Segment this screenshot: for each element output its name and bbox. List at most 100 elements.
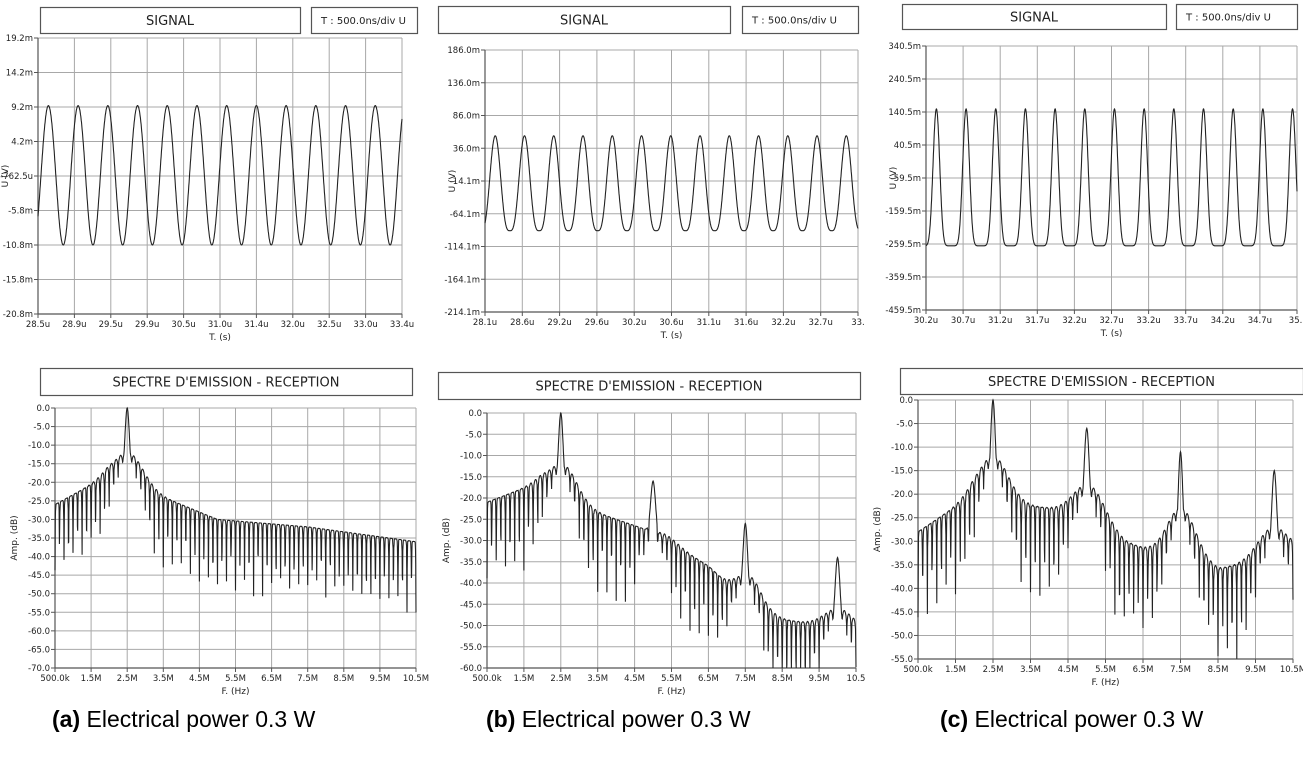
y-tick-label: -10.0 [28, 441, 50, 451]
x-tick-label: 500.0k [472, 674, 501, 684]
x-tick-label: 31.0u [208, 320, 232, 330]
y-tick-label: 140.5m [888, 108, 921, 118]
y-tick-label: -10.0 [891, 443, 913, 453]
caption-b-text: Electrical power 0.3 W [521, 706, 751, 732]
x-tick-label: 1.5M [945, 665, 966, 675]
x-tick-label: 8.5M [1208, 665, 1229, 675]
timebase-label: T : 500.0ns/div U [320, 16, 406, 27]
chart-svg: SPECTRE D'EMISSION - RECEPTION 0.0 -5.0 -10… [10, 367, 429, 697]
x-tick-label: 9.5M [369, 674, 390, 684]
x-tick-label: 32.2u [1062, 316, 1086, 326]
x-axis-label: T. (s) [208, 333, 231, 343]
data-trace [484, 135, 859, 232]
y-tick-label: -5.0 [33, 423, 50, 433]
y-tick-label: -25.0 [460, 515, 482, 525]
title-box [39, 367, 414, 397]
timebase-box [310, 6, 419, 35]
caption-a-text: Electrical power 0.3 W [86, 706, 316, 732]
x-tick-label: 8.5M [333, 674, 354, 684]
y-tick-label: -60.0 [28, 627, 50, 637]
x-tick-label: 33.2u [1136, 316, 1160, 326]
caption-c-text: Electrical power 0.3 W [974, 706, 1204, 732]
x-tick-label: 2.5M [117, 674, 138, 684]
y-tick-label: 136.0m [447, 79, 480, 89]
y-tick-label: -35.0 [891, 561, 913, 571]
x-tick-label: 9.5M [809, 674, 830, 684]
x-axis-label: F. (Hz) [222, 687, 250, 697]
x-tick-label: 29.2u [547, 318, 571, 328]
y-tick-label: -40.0 [460, 579, 482, 589]
x-tick-label: 7.5M [735, 674, 756, 684]
y-tick-label: -15.0 [460, 473, 482, 483]
y-tick-label: -5.0 [896, 420, 913, 430]
panel-a-signal: SIGNAL T : 500.0ns/div U 19.2m 14.2m 9.2m 4.2… [0, 0, 420, 345]
x-tick-label: 33.4u [390, 320, 414, 330]
y-tick-label: 86.0m [453, 112, 480, 122]
x-tick-label: 31.1u [697, 318, 721, 328]
chart-svg: SPECTRE D'EMISSION - RECEPTION 0.0 -5.0 -10… [437, 371, 865, 697]
y-tick-label: -35.0 [28, 534, 50, 544]
chart-title: SPECTRE D'EMISSION - RECEPTION [536, 380, 763, 395]
x-tick-label: 3.5M [587, 674, 608, 684]
x-tick-label: 9.5M [1245, 665, 1266, 675]
y-tick-label: 36.0m [453, 144, 480, 154]
x-axis-label: T. (s) [1100, 329, 1123, 339]
y-tick-label: 40.5m [894, 141, 921, 151]
y-tick-label: 240.5m [888, 75, 921, 85]
data-trace [925, 107, 1298, 247]
y-tick-label: 0.0 [899, 396, 913, 406]
y-tick-label: -45.0 [891, 608, 913, 618]
y-tick-label: -15.8m [3, 276, 33, 286]
x-axis-label: F. (Hz) [1092, 678, 1120, 688]
title-box [437, 371, 862, 401]
y-tick-label: 9.2m [11, 103, 33, 113]
y-tick-label: 186.0m [447, 46, 480, 56]
y-tick-label: -359.5m [885, 273, 921, 283]
x-tick-label: 30.6u [659, 318, 683, 328]
x-tick-label: 32.2u [771, 318, 795, 328]
y-tick-label: -10.0 [460, 452, 482, 462]
x-tick-label: 33.0u [353, 320, 377, 330]
x-tick-label: 31.6u [734, 318, 758, 328]
y-tick-label: -30.0 [460, 537, 482, 547]
y-tick-label: -60.0 [460, 664, 482, 674]
x-tick-label: 5.5M [661, 674, 682, 684]
x-tick-label: 30.2u [622, 318, 646, 328]
x-tick-label: 33. [851, 318, 865, 328]
x-tick-label: 3.5M [153, 674, 174, 684]
y-tick-label: -5.8m [8, 207, 33, 217]
x-tick-label: 4.5M [189, 674, 210, 684]
chart-title: SPECTRE D'EMISSION - RECEPTION [988, 375, 1215, 390]
x-tick-label: 10.5 [847, 674, 866, 684]
x-tick-label: 10.5M [1280, 665, 1303, 675]
y-tick-label: -114.1m [444, 243, 480, 253]
x-tick-label: 3.5M [1020, 665, 1041, 675]
y-tick-label: 340.5m [888, 42, 921, 52]
x-tick-label: 33.7u [1174, 316, 1198, 326]
y-tick-label: -45.0 [460, 600, 482, 610]
y-tick-label: -762.5u [0, 172, 33, 182]
x-tick-label: 28.5u [26, 320, 50, 330]
y-tick-label: -20.0 [891, 490, 913, 500]
chart-title: SPECTRE D'EMISSION - RECEPTION [113, 376, 340, 391]
y-axis-label: Amp. (dB) [873, 507, 883, 552]
y-tick-label: -459.5m [885, 306, 921, 316]
x-tick-label: 35.: [1289, 316, 1303, 326]
y-axis-label: Amp. (dB) [442, 518, 452, 563]
caption-a: (a) Electrical power 0.3 W [52, 706, 315, 733]
x-tick-label: 4.5M [624, 674, 645, 684]
title-box [899, 367, 1303, 396]
chart-title: SIGNAL [146, 14, 195, 29]
x-tick-label: 8.5M [772, 674, 793, 684]
data-trace [37, 104, 403, 246]
x-tick-label: 31.7u [1025, 316, 1049, 326]
x-axis-label: T. (s) [660, 331, 683, 341]
panel-b-spectrum: SPECTRE D'EMISSION - RECEPTION 0.0 -5.0 -10… [430, 360, 865, 697]
caption-b-letter: (b) [486, 706, 516, 732]
x-tick-label: 5.5M [1095, 665, 1116, 675]
chart-title: SIGNAL [560, 14, 609, 29]
x-tick-label: 34.7u [1248, 316, 1272, 326]
y-tick-label: -20.0 [28, 478, 50, 488]
x-tick-label: 32.5u [317, 320, 341, 330]
panel-b-signal: SIGNAL T : 500.0ns/div U 186.0m 136.0m 86.0m… [430, 0, 865, 345]
